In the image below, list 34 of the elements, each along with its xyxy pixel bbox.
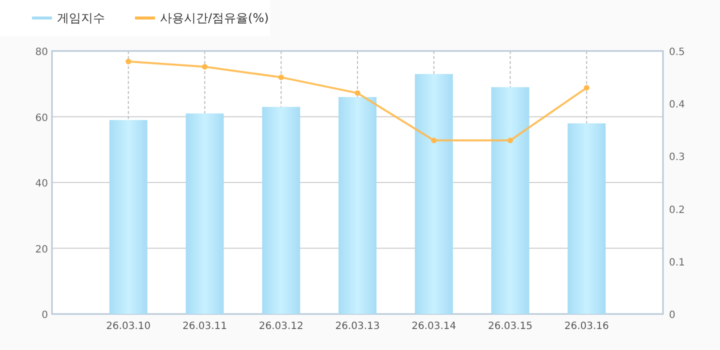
- y-tick-label: 60: [35, 112, 48, 124]
- x-tick-label: 26.03.13: [335, 321, 380, 332]
- y2-tick-label: 0: [669, 310, 676, 321]
- x-tick-label: 26.03.15: [488, 321, 533, 332]
- bar: [186, 113, 224, 314]
- bar: [109, 120, 148, 314]
- bar: [338, 97, 376, 314]
- point: [354, 90, 360, 96]
- y2-tick-label: 0.3: [669, 152, 685, 164]
- point: [202, 64, 208, 70]
- x-tick-label: 26.03.10: [106, 321, 151, 332]
- x-tick-label: 26.03.14: [412, 321, 456, 332]
- y2-tick-label: 0.4: [669, 100, 685, 111]
- legend-label: 사용시간/점유율(%): [160, 11, 269, 25]
- x-tick-label: 26.03.11: [182, 321, 228, 332]
- legend-label: 게임지수: [57, 11, 105, 25]
- point: [431, 138, 437, 144]
- y2-tick-label: 0.5: [669, 47, 685, 58]
- point: [126, 58, 132, 64]
- y2-tick-label: 0.2: [669, 204, 685, 216]
- x-tick-label: 26.03.12: [258, 321, 304, 332]
- bar: [262, 106, 300, 314]
- point: [584, 85, 590, 91]
- bar: [568, 123, 606, 314]
- y-tick-label: 80: [35, 47, 48, 58]
- y-tick-label: 20: [35, 244, 48, 256]
- bar: [414, 74, 453, 314]
- point: [278, 74, 284, 80]
- point: [507, 138, 514, 144]
- bar: [491, 87, 530, 314]
- y-tick-label: 0: [42, 310, 48, 321]
- y-tick-label: 40: [35, 178, 48, 190]
- y2-tick-label: 0.1: [669, 257, 685, 268]
- x-tick-label: 26.03.16: [564, 321, 609, 332]
